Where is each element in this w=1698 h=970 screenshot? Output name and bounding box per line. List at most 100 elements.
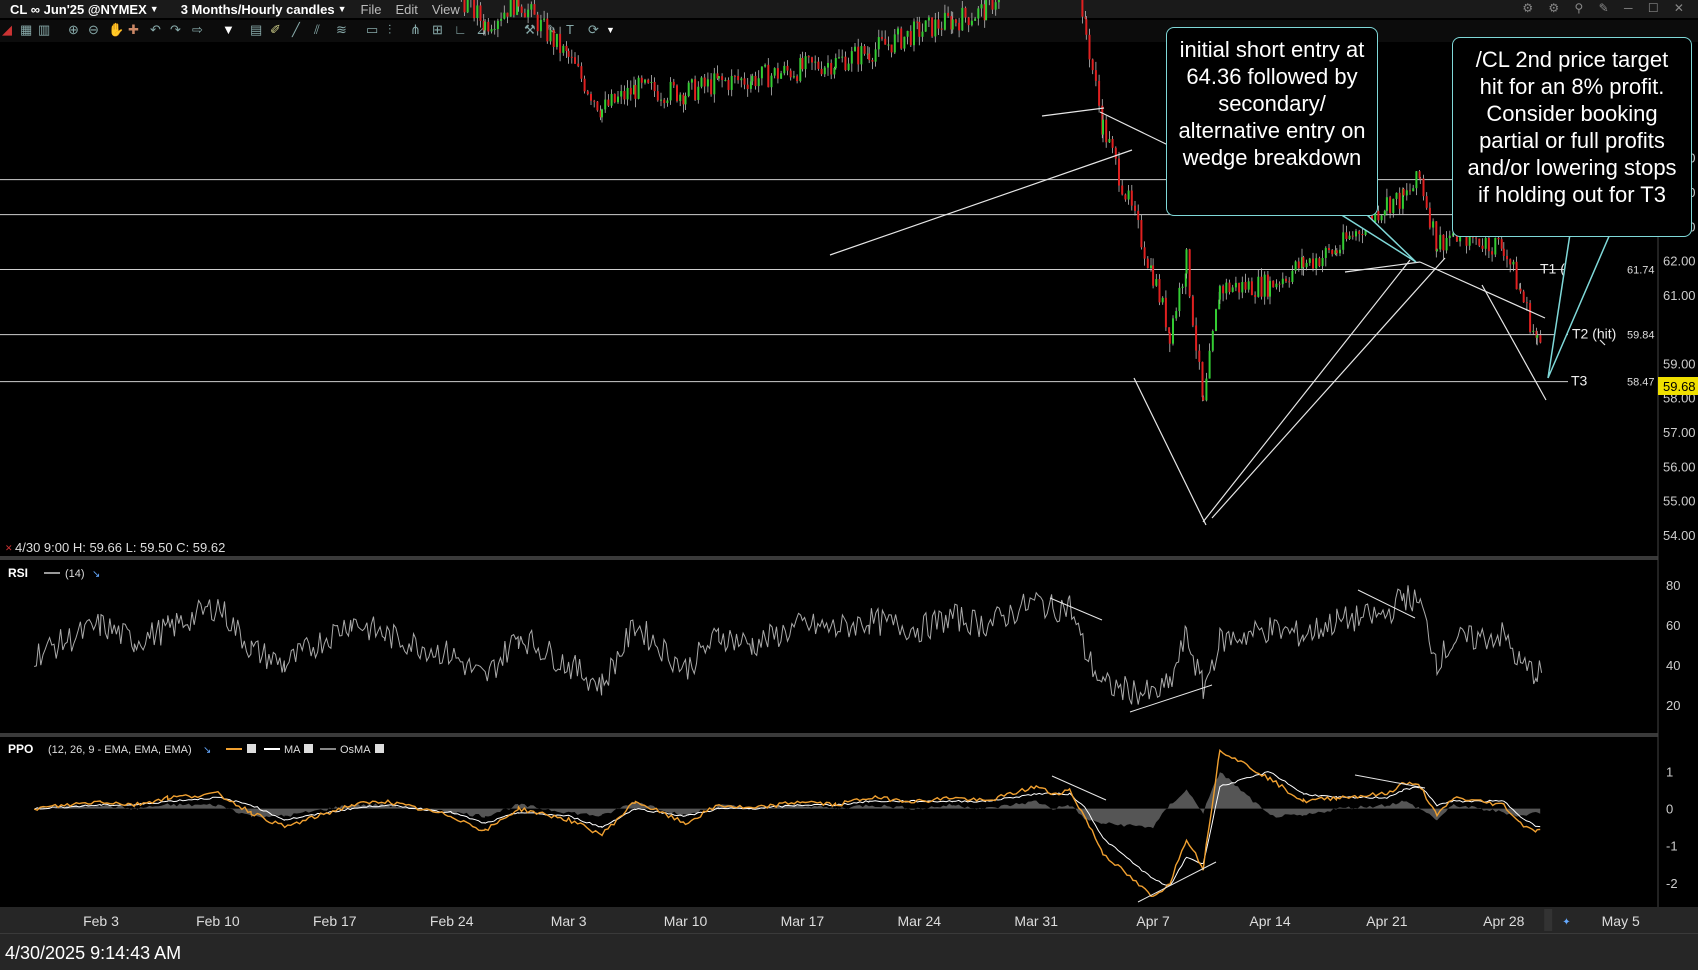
- symbol-selector[interactable]: CL ∞ Jun'25 @NYMEX: [10, 1, 147, 17]
- candle-body: [703, 77, 706, 87]
- candle-body: [943, 12, 946, 30]
- fan-icon[interactable]: ⋔: [410, 22, 421, 37]
- candle-body: [801, 57, 804, 70]
- filter-icon[interactable]: ▼: [222, 22, 235, 37]
- candle-body: [1218, 299, 1221, 310]
- candle-body: [1208, 350, 1211, 379]
- candle-body: [533, 4, 536, 15]
- candle-body: [1522, 291, 1525, 303]
- candle-body: [682, 94, 685, 105]
- candle-body: [954, 19, 957, 23]
- forward-icon[interactable]: ⇨: [192, 22, 203, 37]
- candle-body: [1452, 233, 1454, 236]
- grid-icon[interactable]: ▤: [250, 22, 263, 37]
- checkbox-icon[interactable]: [375, 744, 384, 753]
- settings-icon[interactable]: ↘: [92, 569, 100, 580]
- gann-icon[interactable]: ⊞: [432, 22, 443, 37]
- candle-body: [586, 91, 589, 95]
- candle-body: [647, 79, 650, 83]
- settings-icon[interactable]: ↘: [203, 745, 211, 756]
- rsi-series: [34, 585, 1543, 705]
- candle-body: [796, 76, 799, 82]
- callout-target-note: /CL 2nd price target hit for an 8% profi…: [1452, 37, 1692, 237]
- checkbox-icon[interactable]: [247, 744, 256, 753]
- undo-icon[interactable]: ↶: [150, 22, 161, 37]
- candle-body: [476, 5, 479, 19]
- candle-body: [599, 110, 602, 118]
- candle-icon[interactable]: ▥: [38, 22, 51, 37]
- x-tick-label: May 5: [1602, 913, 1640, 929]
- candle-body: [1491, 251, 1494, 255]
- ppo-tick-label: 1: [1666, 765, 1673, 780]
- rsi-tick-label: 20: [1666, 698, 1680, 713]
- angle-icon[interactable]: ∟: [454, 22, 467, 37]
- checkbox-icon[interactable]: [304, 744, 313, 753]
- candle-body: [820, 68, 823, 75]
- menu-file[interactable]: File: [360, 1, 382, 17]
- menu-edit[interactable]: Edit: [395, 1, 418, 17]
- menu-view[interactable]: View: [431, 1, 460, 17]
- candle-body: [565, 45, 568, 51]
- candle-body: [1439, 234, 1442, 250]
- y-tick-label: 57.00: [1663, 425, 1696, 440]
- candle-body: [601, 109, 603, 118]
- candle-body: [1529, 303, 1532, 332]
- zoom-in-icon[interactable]: ⊕: [68, 22, 79, 37]
- candle-body: [847, 63, 850, 71]
- rsi-label: RSI: [8, 566, 28, 580]
- candle-body: [1389, 197, 1392, 214]
- measure-icon[interactable]: ⊿: [476, 22, 487, 37]
- candle-body: [516, 0, 519, 15]
- window-controls[interactable]: ⚙ ⚙ ⚲ ✎ ─ ☐ ✕: [1522, 1, 1690, 15]
- candle-body: [1318, 258, 1321, 267]
- candle-body: [1358, 231, 1361, 235]
- candle-body: [1374, 211, 1377, 222]
- candle-body: [1536, 335, 1539, 338]
- scroll-arrow-icon[interactable]: ✦: [1562, 917, 1570, 928]
- close-icon[interactable]: ✕: [5, 543, 13, 553]
- chevron-down-icon[interactable]: ▼: [337, 4, 347, 14]
- candle-body: [1302, 257, 1305, 268]
- ppo-tick-label: 0: [1666, 802, 1673, 817]
- candle-body: [1506, 255, 1508, 260]
- zoom-out-icon[interactable]: ⊖: [88, 22, 99, 37]
- candle-body: [562, 45, 565, 53]
- line-icon[interactable]: ╱: [292, 22, 300, 37]
- chevron-down-icon[interactable]: ▼: [149, 4, 159, 14]
- redo-icon[interactable]: ↷: [170, 22, 181, 37]
- candle-body: [1487, 237, 1490, 252]
- bars-icon[interactable]: ⫶: [388, 22, 392, 37]
- candle-body: [934, 19, 937, 37]
- candle-body: [970, 20, 973, 26]
- chevron-down-icon[interactable]: ▼: [606, 25, 615, 35]
- candle-body: [991, 0, 994, 10]
- candle-body: [783, 65, 786, 74]
- tools-icon[interactable]: ⚒: [524, 22, 536, 37]
- candle-body: [610, 93, 613, 106]
- pointer-icon[interactable]: ◢: [2, 22, 12, 37]
- last-price-text: 59.68: [1663, 379, 1696, 394]
- fib-icon[interactable]: ≋: [336, 22, 347, 37]
- brush-icon[interactable]: ✐: [270, 22, 281, 37]
- candle-body: [1315, 258, 1318, 269]
- text-tool-icon[interactable]: T: [566, 22, 574, 37]
- price-candles: [460, 0, 1542, 402]
- candle-body: [721, 76, 724, 81]
- ppo-tick-label: -2: [1666, 876, 1678, 891]
- refresh-icon[interactable]: ⟳: [588, 22, 599, 37]
- candle-body: [644, 79, 646, 83]
- period-selector[interactable]: 3 Months/Hourly candles: [180, 1, 335, 17]
- hand-icon[interactable]: ✋: [108, 22, 125, 37]
- candle-body: [811, 57, 813, 63]
- candle-body: [958, 22, 961, 31]
- candle-body: [1351, 235, 1354, 237]
- rsi-params: (14): [65, 568, 85, 580]
- crosshair-icon[interactable]: ✚: [128, 22, 139, 37]
- rectangle-icon[interactable]: ▭: [366, 22, 379, 37]
- bar-chart-icon[interactable]: ▦: [20, 22, 33, 37]
- channel-icon[interactable]: ⫽: [314, 22, 320, 37]
- y-tick-label: 55.00: [1663, 494, 1696, 509]
- marker-icon[interactable]: ✎: [546, 22, 557, 37]
- candle-body: [900, 28, 903, 49]
